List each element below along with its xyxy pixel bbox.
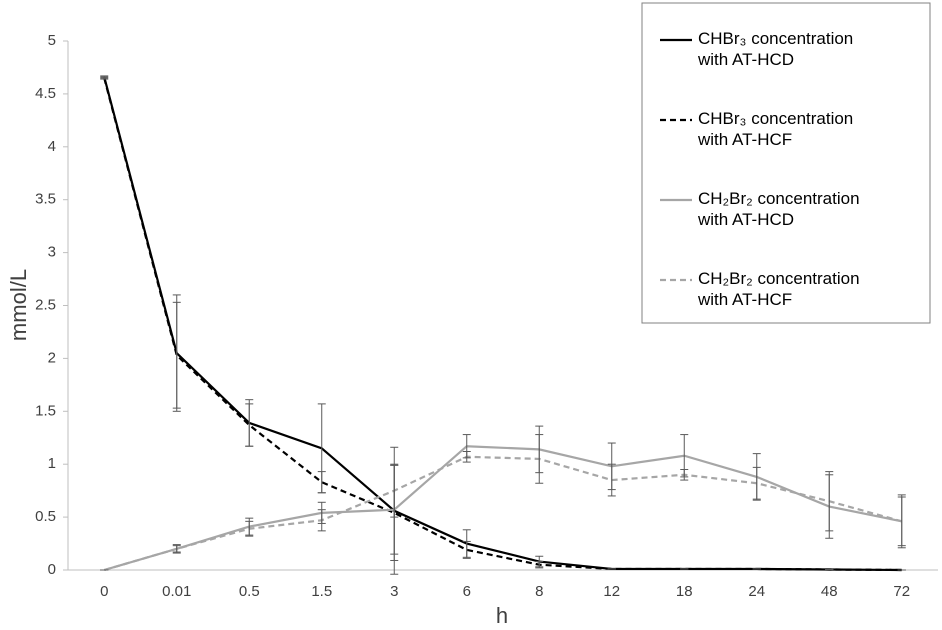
x-tick-label: 8 (535, 583, 543, 600)
x-tick-label: 48 (821, 583, 838, 600)
legend-label: CH₂Br₂ concentration with AT-HCF (698, 269, 860, 309)
y-tick-label: 5 (48, 32, 56, 49)
legend-entry: CH₂Br₂ concentration with AT-HCD (698, 189, 860, 229)
legend-label: CHBr₃ concentration with AT-HCF (698, 109, 854, 149)
series-line (103, 77, 902, 572)
x-tick-label: 72 (893, 583, 910, 600)
x-tick-label: 1.5 (311, 583, 332, 600)
y-tick-label: 3 (48, 244, 56, 261)
error-bar (172, 301, 181, 409)
error-bar (680, 468, 689, 481)
error-bar (317, 471, 326, 494)
error-bar (752, 466, 761, 500)
legend-entry: CH₂Br₂ concentration with AT-HCF (698, 269, 860, 309)
error-bar (317, 509, 326, 532)
x-tick-label: 3 (390, 583, 398, 600)
legend-entry: CHBr₃ concentration with AT-HCD (698, 29, 854, 69)
y-tick-label: 0.5 (35, 508, 56, 525)
error-bar (825, 471, 834, 532)
x-tick-label: 0.5 (239, 583, 260, 600)
y-tick-label: 3.5 (35, 191, 56, 208)
error-bar (390, 463, 399, 518)
x-axis-title: h (496, 603, 508, 628)
y-tick-label: 2.5 (35, 296, 56, 313)
series-line (103, 445, 902, 572)
x-tick-label: 12 (603, 583, 620, 600)
error-bar (535, 434, 544, 484)
y-tick-label: 4.5 (35, 85, 56, 102)
legend-label: CH₂Br₂ concentration with AT-HCD (698, 189, 860, 229)
error-bar (535, 561, 544, 569)
legend-box (641, 2, 931, 324)
x-tick-label: 6 (463, 583, 471, 600)
x-tick-label: 24 (748, 583, 765, 600)
legend-label: CHBr₃ concentration with AT-HCD (698, 29, 854, 69)
error-bar (245, 403, 254, 447)
y-tick-label: 1.5 (35, 402, 56, 419)
y-tick-label: 4 (48, 138, 56, 155)
error-bar (462, 451, 471, 463)
error-bar (897, 494, 906, 549)
error-bar (245, 520, 254, 537)
error-bar (100, 76, 109, 80)
y-tick-label: 0 (48, 561, 56, 578)
x-tick-label: 0 (100, 583, 108, 600)
error-bar (172, 545, 181, 553)
x-tick-label: 0.01 (162, 583, 191, 600)
error-bar (462, 540, 471, 559)
y-tick-label: 2 (48, 349, 56, 366)
x-tick-label: 18 (676, 583, 693, 600)
y-tick-label: 1 (48, 455, 56, 472)
error-bar (607, 463, 616, 497)
y-axis-title: mmol/L (6, 269, 31, 341)
legend-entry: CHBr₃ concentration with AT-HCF (698, 109, 854, 149)
